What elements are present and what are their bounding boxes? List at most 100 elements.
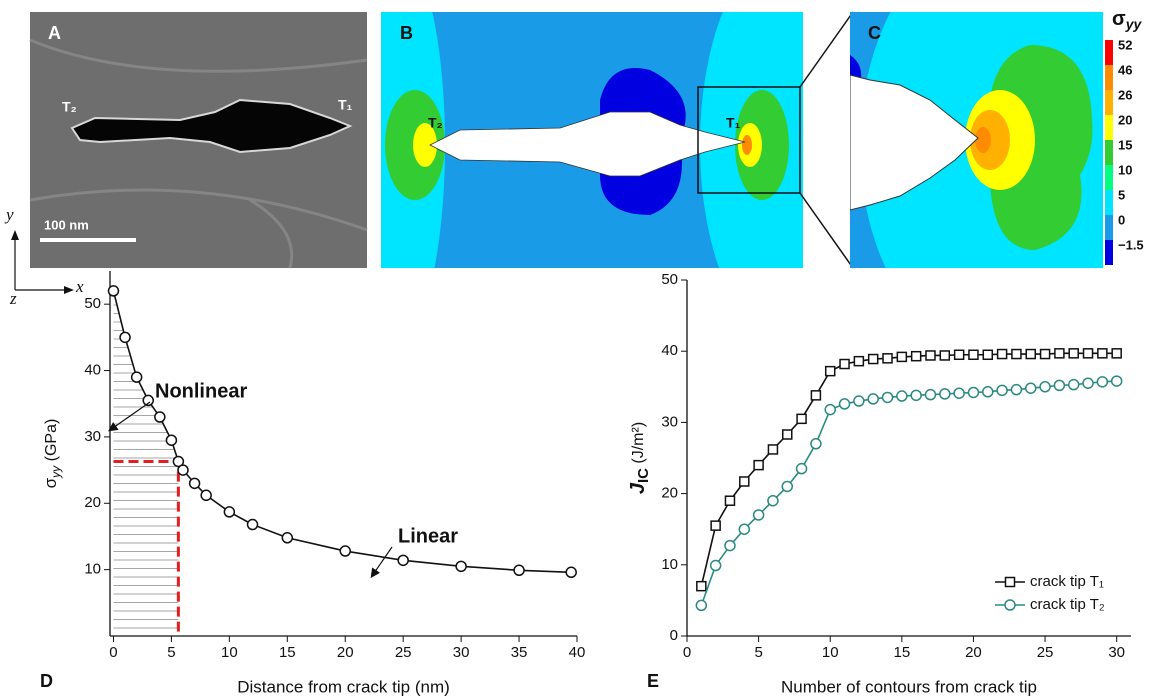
point <box>996 384 1008 397</box>
point <box>1054 348 1065 359</box>
point <box>810 390 822 401</box>
point <box>142 394 154 407</box>
point <box>1067 378 1080 391</box>
point <box>853 395 865 407</box>
x-axis-label: Distance from crack tip (nm) <box>237 677 450 696</box>
x-tick-label: 10 <box>822 644 839 661</box>
x-tick-label: 30 <box>1108 644 1125 661</box>
x-tick-label: 0 <box>683 644 691 661</box>
colorbar-swatch <box>1105 240 1113 265</box>
x-tick-label: 10 <box>221 644 238 661</box>
point <box>1024 382 1037 394</box>
point <box>154 411 166 423</box>
y-label-symbol: σ <box>41 477 60 488</box>
tip-label: T₂ <box>428 115 443 131</box>
texture <box>29 38 368 269</box>
point <box>796 413 807 425</box>
zoom-lines <box>799 11 854 269</box>
threshold-line <box>113 459 180 636</box>
panel-b <box>381 12 803 268</box>
point <box>910 389 922 402</box>
point <box>200 489 212 502</box>
point <box>1082 377 1094 389</box>
point <box>752 509 765 521</box>
y-label-subscript: yy <box>49 465 63 479</box>
point <box>939 388 951 400</box>
colorbar-label: 5 <box>1118 187 1125 202</box>
point <box>1053 379 1066 392</box>
point <box>967 386 980 399</box>
colorbar-swatch <box>1105 115 1113 140</box>
annotation: Nonlinear <box>155 380 247 402</box>
point <box>867 393 879 405</box>
zoom-box <box>697 86 801 194</box>
y-label-symbol: J <box>627 482 649 494</box>
point <box>119 331 131 344</box>
point <box>953 349 965 361</box>
point <box>910 350 922 362</box>
panel-letter: D <box>40 671 53 691</box>
colorbar-label: 10 <box>1118 162 1132 177</box>
x-tick-label: 15 <box>279 644 296 661</box>
point <box>1039 381 1051 393</box>
colorbar-label: 46 <box>1118 62 1132 77</box>
x-tick-label: 20 <box>337 644 354 661</box>
y-tick-label: 20 <box>84 494 101 511</box>
y-tick-label: 0 <box>670 627 678 644</box>
point <box>172 455 185 468</box>
point <box>767 444 779 455</box>
x-tick-label: 30 <box>453 644 470 661</box>
x-tick-label: 35 <box>511 644 528 661</box>
panel-letter: B <box>400 23 413 43</box>
y-tick-label: 40 <box>661 342 678 359</box>
series-line <box>700 380 1117 606</box>
point <box>1010 383 1023 396</box>
point <box>246 518 259 531</box>
point <box>795 462 808 475</box>
colorbar-symbol: σ <box>1112 8 1126 30</box>
y-tick-label: 30 <box>661 413 678 430</box>
point <box>853 355 865 367</box>
crack <box>850 74 979 211</box>
point <box>824 365 836 377</box>
point <box>1039 348 1051 360</box>
point <box>824 403 836 416</box>
panel-letter: E <box>647 671 659 691</box>
colorbar-label: 15 <box>1118 137 1132 152</box>
point <box>130 371 143 383</box>
point <box>739 476 750 487</box>
point <box>982 349 994 361</box>
point <box>1097 348 1108 359</box>
tip-label: T₁ <box>338 97 353 113</box>
point <box>165 434 178 446</box>
legend-marker <box>1004 576 1016 588</box>
point <box>397 554 409 567</box>
panel-letter: C <box>868 23 881 43</box>
point <box>953 387 965 399</box>
point <box>925 350 936 361</box>
point <box>709 559 722 572</box>
y-label-subscript: IC <box>635 468 652 483</box>
point <box>882 353 893 364</box>
point <box>1110 375 1123 387</box>
point <box>177 464 189 476</box>
y-axis-label: σyy (GPa) <box>41 419 63 489</box>
colorbar-swatch <box>1105 165 1113 190</box>
colorbar-label: 20 <box>1118 112 1132 127</box>
point <box>1096 376 1109 388</box>
point <box>968 349 979 361</box>
colorbar-label: 26 <box>1118 87 1132 102</box>
contour <box>413 123 437 167</box>
point <box>1068 348 1079 359</box>
x-tick-label: 25 <box>1037 644 1054 661</box>
point <box>881 391 894 404</box>
contour <box>975 127 991 153</box>
point <box>767 494 779 507</box>
axis-letter: z <box>9 289 17 308</box>
x-tick-label: 20 <box>965 644 982 661</box>
point <box>838 398 851 410</box>
annotation-arrow <box>108 401 151 432</box>
point <box>1082 348 1094 359</box>
point <box>982 386 994 398</box>
point <box>724 495 736 506</box>
